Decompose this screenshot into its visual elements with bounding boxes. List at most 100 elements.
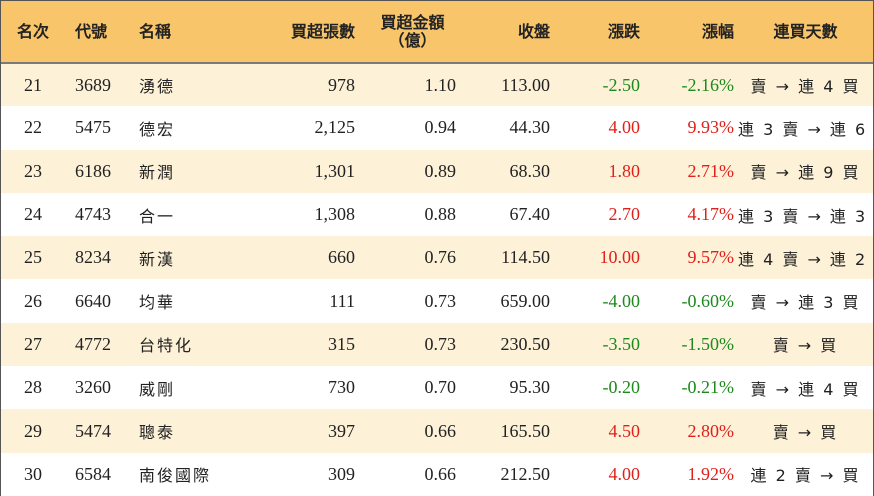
cell-close: 68.30 — [509, 160, 551, 181]
table-body: 21 3689 湧德 978 1.10 113.00 -2.50 -2.16% 賣 → 連 4 … — [1, 63, 874, 496]
table-row: 21 3689 湧德 978 1.10 113.00 -2.50 -2.16% 賣 → 連 4 … — [1, 63, 873, 107]
header-net-buy-amount: 買超金額 （億） — [359, 1, 460, 64]
header-close: 收盤 — [460, 1, 554, 64]
cell-stock-name: 南俊國際 — [139, 466, 212, 486]
cell-stock-name: 威剛 — [139, 379, 176, 399]
header-code: 代號 — [65, 1, 133, 64]
cell-net-buy-amount: 0.94 — [424, 117, 457, 138]
cell-net-buy-amount: 0.73 — [424, 333, 457, 354]
table-row: 26 6640 均華 111 0.73 659.00 -4.00 -0.60% 賣 → 連 3 … — [1, 279, 873, 323]
header-net-buy-amount-line1: 買超金額 — [380, 12, 445, 32]
header-name: 名稱 — [133, 1, 243, 64]
cell-rank: 21 — [24, 74, 42, 95]
cell-change-pct: -0.60% — [681, 290, 735, 311]
table-row: 28 3260 威剛 730 0.70 95.30 -0.20 -0.21% 賣 → 連 4 買 — [1, 366, 873, 410]
table-row: 27 4772 台特化 315 0.73 230.50 -3.50 -1.50% 賣 → 買 — [1, 322, 873, 367]
cell-change: 2.70 — [608, 204, 641, 225]
header-row: 名次 代號 名稱 買超張數 買超金額 （億） 收盤 漲跌 漲幅 連買天數 — [1, 1, 873, 64]
cell-consecutive-days: 連 3 賣 → 連 6 買 — [738, 119, 874, 139]
cell-change: -0.20 — [602, 377, 641, 398]
cell-stock-name: 台特化 — [139, 336, 194, 356]
cell-change: -3.50 — [602, 333, 641, 354]
cell-rank: 27 — [24, 333, 42, 354]
cell-change-pct: 2.80% — [687, 420, 735, 441]
cell-consecutive-days: 賣 → 連 4 買 — [750, 77, 861, 97]
cell-stock-name: 德宏 — [139, 119, 176, 139]
cell-net-buy-lots: 315 — [328, 333, 355, 354]
cell-net-buy-lots: 660 — [328, 247, 355, 268]
cell-change-pct: 1.92% — [687, 463, 735, 484]
cell-change: 4.00 — [608, 117, 641, 138]
cell-close: 44.30 — [509, 117, 551, 138]
cell-change: 10.00 — [599, 247, 641, 268]
cell-net-buy-amount: 0.73 — [424, 290, 457, 311]
cell-change: 1.80 — [608, 160, 641, 181]
cell-consecutive-days: 賣 → 買 — [772, 336, 839, 356]
cell-code: 3689 — [75, 74, 111, 95]
cell-code: 4772 — [75, 333, 111, 354]
cell-net-buy-amount: 0.89 — [424, 160, 457, 181]
cell-close: 165.50 — [500, 420, 551, 441]
cell-rank: 26 — [24, 290, 42, 311]
cell-net-buy-amount: 0.76 — [424, 247, 457, 268]
table-row: 23 6186 新潤 1,301 0.89 68.30 1.80 2.71% 賣 → 連 9 買 — [1, 149, 873, 193]
cell-close: 67.40 — [509, 204, 551, 225]
cell-close: 114.50 — [501, 247, 550, 268]
cell-change-pct: -1.50% — [681, 333, 735, 354]
cell-rank: 23 — [24, 160, 42, 181]
cell-stock-name: 聰泰 — [139, 423, 176, 443]
cell-rank: 22 — [24, 117, 42, 138]
table-row: 22 5475 德宏 2,125 0.94 44.30 4.00 9.93% 連 3 賣 → 連… — [1, 106, 874, 150]
cell-rank: 28 — [24, 377, 42, 398]
cell-stock-name: 合一 — [139, 206, 176, 226]
cell-change-pct: 2.71% — [687, 160, 735, 181]
cell-code: 8234 — [75, 247, 111, 268]
cell-net-buy-lots: 730 — [328, 377, 355, 398]
cell-net-buy-lots: 111 — [329, 290, 355, 311]
cell-close: 95.30 — [509, 377, 551, 398]
cell-net-buy-amount: 1.10 — [424, 74, 457, 95]
cell-consecutive-days: 賣 → 連 3 買 — [750, 293, 861, 313]
header-consecutive-days: 連買天數 — [738, 1, 873, 64]
table-row: 30 6584 南俊國際 309 0.66 212.50 4.00 1.92% 連 2 賣 → … — [1, 452, 873, 496]
cell-net-buy-lots: 2,125 — [314, 117, 356, 138]
cell-consecutive-days: 連 2 賣 → 買 — [750, 466, 861, 486]
cell-change-pct: 9.93% — [687, 117, 735, 138]
cell-code: 5475 — [75, 117, 111, 138]
cell-net-buy-lots: 1,308 — [314, 204, 356, 225]
cell-change-pct: 9.57% — [687, 247, 735, 268]
cell-rank: 24 — [24, 204, 42, 225]
table-row: 25 8234 新漢 660 0.76 114.50 10.00 9.57% 連 4 賣 → 連… — [1, 236, 874, 280]
cell-close: 113.00 — [501, 74, 550, 95]
cell-stock-name: 新潤 — [139, 163, 176, 183]
cell-net-buy-lots: 397 — [328, 420, 355, 441]
cell-consecutive-days: 賣 → 連 4 買 — [750, 379, 861, 399]
cell-change: 4.50 — [608, 420, 641, 441]
cell-consecutive-days: 連 4 賣 → 連 2 買 — [738, 249, 874, 269]
cell-net-buy-lots: 978 — [328, 74, 355, 95]
cell-net-buy-amount: 0.66 — [424, 463, 457, 484]
cell-net-buy-amount: 0.88 — [424, 204, 457, 225]
cell-stock-name: 均華 — [139, 293, 176, 313]
header-rank: 名次 — [1, 1, 65, 64]
cell-code: 5474 — [75, 420, 111, 441]
cell-rank: 30 — [24, 463, 42, 484]
header-net-buy-amount-line2: （億） — [388, 30, 437, 50]
header-change: 漲跌 — [554, 1, 646, 64]
cell-change-pct: -2.16% — [681, 74, 735, 95]
table-row: 29 5474 聰泰 397 0.66 165.50 4.50 2.80% 賣 → 買 — [1, 409, 873, 453]
cell-net-buy-amount: 0.66 — [424, 420, 457, 441]
cell-change: -4.00 — [602, 290, 641, 311]
cell-close: 659.00 — [500, 290, 551, 311]
cell-rank: 29 — [24, 420, 42, 441]
header-net-buy-lots: 買超張數 — [243, 1, 359, 64]
cell-change: 4.00 — [608, 463, 641, 484]
cell-change-pct: -0.21% — [681, 377, 735, 398]
cell-consecutive-days: 賣 → 買 — [772, 423, 839, 443]
cell-close: 212.50 — [500, 463, 551, 484]
cell-change: -2.50 — [602, 74, 641, 95]
cell-stock-name: 新漢 — [139, 249, 176, 269]
cell-code: 6640 — [75, 290, 111, 311]
